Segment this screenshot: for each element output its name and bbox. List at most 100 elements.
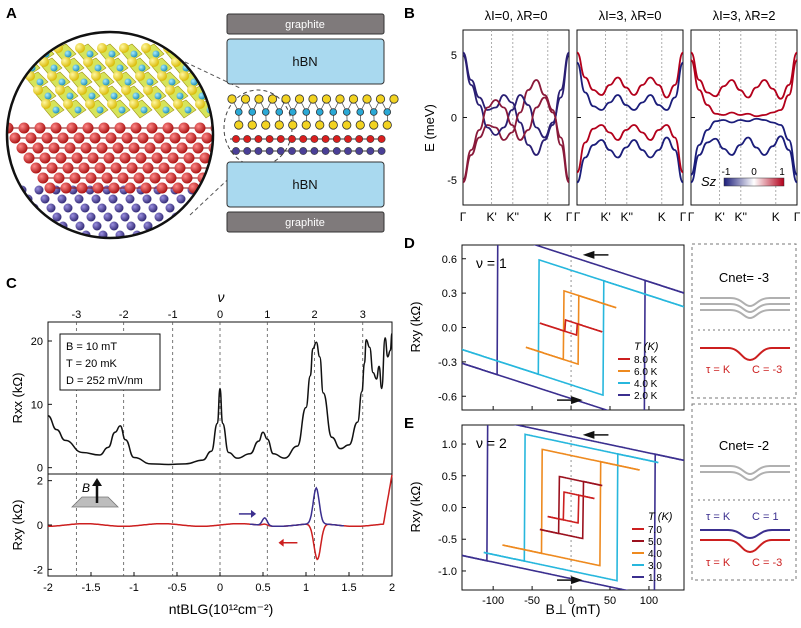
panel-e-ylabel: Rxy (kΩ) (408, 482, 423, 533)
x-tick-label: 1.5 (341, 582, 356, 594)
stack-tungsten-atom (275, 108, 284, 116)
band-xtick: K' (714, 210, 724, 224)
legend-entry: 7.0 (648, 525, 662, 536)
carbon-bottom-atom (176, 194, 186, 204)
selenium-atom (85, 99, 95, 109)
carbon-top-atom (162, 122, 174, 134)
band-xtick: K'' (735, 210, 748, 224)
panel-c-notes-box: B = 10 mT T = 20 mK D = 252 mV/nm (59, 333, 161, 391)
panel-label-e: E (404, 415, 414, 432)
loop-xtick-label: 0 (568, 595, 574, 607)
hbn-bottom-label: hBN (292, 177, 317, 192)
carbon-top-atom (135, 152, 147, 164)
carbon-bottom-atom (177, 221, 187, 231)
rxy-tick-label: -2 (33, 564, 43, 576)
carbon-bottom-atom (12, 203, 22, 213)
panel-d-hysteresis: 0.6 0.3 0.0 -0.3 -0.6 T (K) 8.0 K6.0 K4.0 K2.0… (438, 244, 685, 411)
carbon-bottom-atom (131, 203, 141, 213)
stack-carbon-bottom (243, 147, 252, 155)
stack-selenium-atom (355, 120, 365, 130)
tungsten-atom (102, 78, 110, 86)
selenium-atom (215, 57, 225, 67)
panel-label-c: C (6, 275, 17, 292)
band-curve (691, 117, 797, 176)
stack-carbon-bottom (254, 147, 263, 155)
carbon-top-atom (76, 182, 88, 194)
stack-selenium-atom (369, 120, 379, 130)
colorbar-tick-zero: 0 (751, 167, 757, 178)
nu-tick: 2 (312, 309, 318, 321)
tungsten-atom (44, 92, 52, 100)
loop-branch-down (483, 433, 659, 563)
stack-tungsten-atom (288, 108, 297, 116)
stack-tungsten-atom (315, 108, 324, 116)
stack-carbon-top (265, 135, 274, 143)
band-curve (463, 54, 569, 139)
carbon-bottom-atom (7, 185, 10, 195)
selenium-atom (17, 57, 27, 67)
panel-d-ylabel: Rxy (kΩ) (408, 302, 423, 353)
carbon-top-atom (192, 142, 204, 154)
loop-branch-down (462, 425, 684, 562)
stack-selenium-atom (240, 94, 251, 104)
rxx-tick-label: 0 (37, 463, 43, 475)
loop-ytick-label: 0.3 (442, 288, 457, 300)
carbon-top-atom (121, 132, 133, 144)
stack-selenium-atom (315, 120, 325, 130)
panel-label-b: B (404, 5, 415, 22)
carbon-top-atom (48, 142, 60, 154)
carbon-top-atom (144, 142, 156, 154)
graphene-layers (230, 135, 386, 155)
band-curve (577, 124, 683, 174)
carbon-top-atom (53, 172, 65, 184)
hbn-top-layer (226, 38, 385, 85)
carbon-bottom-atom (80, 203, 90, 213)
x-tick-label: 2 (389, 582, 395, 594)
note-field: B = 10 mT (66, 341, 117, 353)
sweep-arrow-left (582, 250, 595, 259)
carbon-top-atom (55, 152, 67, 164)
stack-selenium-atom (254, 94, 264, 104)
stack-tungsten-atom (248, 108, 257, 116)
carbon-bottom-atom (137, 212, 147, 222)
tungsten-atom (132, 92, 140, 100)
stack-carbon-bottom (321, 147, 330, 155)
carbon-top-atom (140, 182, 152, 194)
note-temperature: T = 20 mK (66, 358, 118, 370)
tungsten-atom (184, 106, 192, 114)
tungsten-atom (96, 106, 104, 114)
carbon-top-atom (214, 173, 225, 184)
selenium-atom (99, 85, 109, 95)
loop-ytick-label: -0.5 (438, 534, 457, 546)
tungsten-atom (94, 64, 102, 72)
carbon-bottom-atom (218, 231, 227, 240)
rxy-ylabel: Rxy (kΩ) (10, 500, 25, 551)
carbon-top-atom (137, 132, 149, 144)
carbon-top-atom (98, 122, 110, 134)
stack-carbon-top (232, 135, 240, 143)
x-tick-label: -2 (43, 582, 53, 594)
selenium-atom (201, 71, 211, 81)
selenium-atom (41, 99, 51, 109)
side-e-top-tau: τ = K (706, 511, 731, 523)
band-curve (463, 79, 569, 184)
selenium-atom (77, 85, 87, 95)
tungsten-atom (52, 106, 60, 114)
side-e-top-chern: C = 1 (752, 511, 779, 523)
loop-xtick-label: -100 (482, 595, 504, 607)
carbon-top-atom (117, 172, 129, 184)
selenium-atom (209, 85, 213, 95)
rxy-curve-blue (250, 486, 344, 528)
rxx-tick-label: 10 (31, 399, 43, 411)
band-xtick: Γ (566, 210, 573, 224)
tungsten-atom (204, 64, 212, 72)
carbon-top-atom (199, 152, 211, 164)
selenium-atom (9, 43, 19, 53)
selenium-atom (107, 99, 117, 109)
stack-selenium-atom (267, 94, 278, 104)
side-panel-d: Cnet= -3 τ = K C = -3 (691, 243, 797, 399)
stack-carbon-top (243, 135, 252, 143)
carbon-top-atom (92, 182, 104, 194)
wse2-octahedron (185, 43, 209, 63)
